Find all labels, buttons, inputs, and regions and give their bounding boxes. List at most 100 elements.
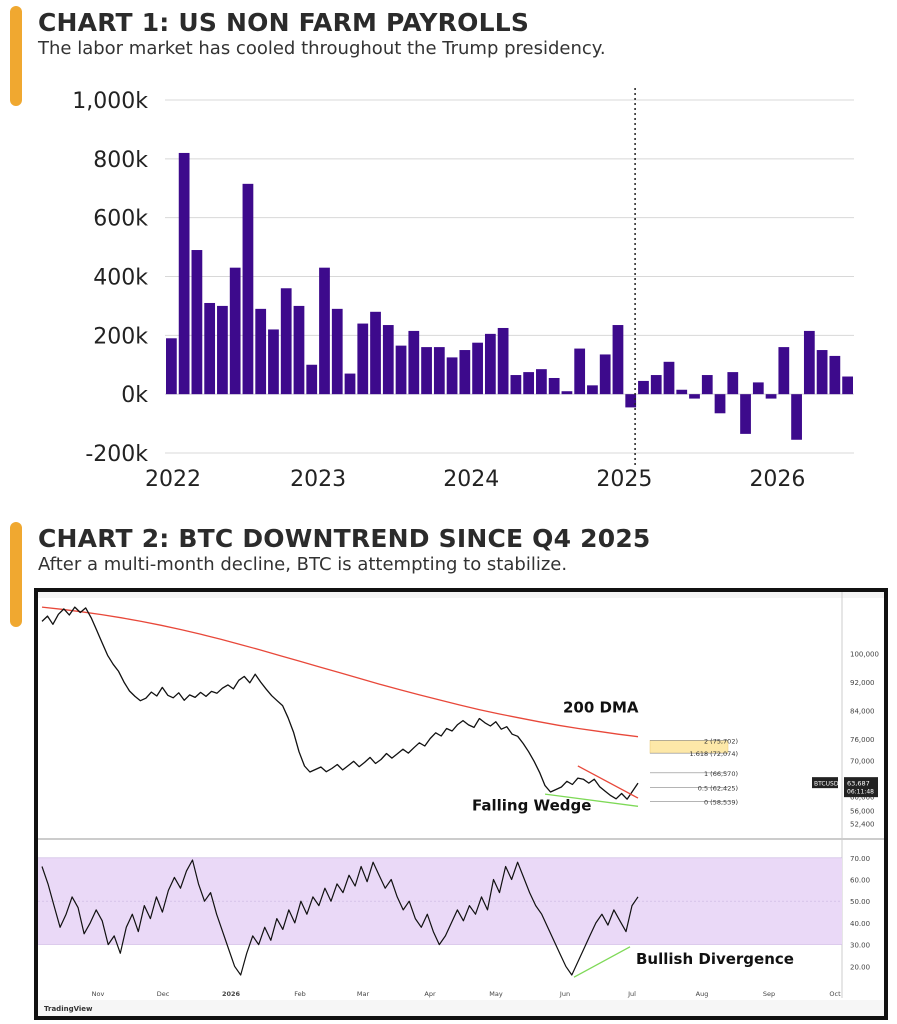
chart1-title: CHART 1: US NON FARM PAYROLLS xyxy=(38,8,530,37)
last-price-label: 63,687 xyxy=(847,780,870,788)
section-accent-bar xyxy=(10,522,22,627)
payroll-bar xyxy=(803,330,815,395)
chart2-title: CHART 2: BTC DOWNTREND SINCE Q4 2025 xyxy=(38,524,651,553)
y-tick-label: 0k xyxy=(121,383,148,408)
price-axis-label: 52,400 xyxy=(850,820,875,828)
divergence-annotation: Bullish Divergence xyxy=(636,950,794,968)
wedge-upper-line xyxy=(577,765,639,799)
countdown-label: 06:11:48 xyxy=(847,789,874,796)
x-tick-label: Sep xyxy=(763,990,775,998)
payroll-bar xyxy=(829,355,841,395)
btc-price-line xyxy=(41,606,639,800)
rsi-axis-label: 40.00 xyxy=(850,920,870,928)
x-tick-label: 2023 xyxy=(290,467,346,492)
y-tick-label: 1,000k xyxy=(72,89,148,114)
x-tick-label: 2022 xyxy=(145,467,201,492)
dma-annotation: 200 DMA xyxy=(563,698,639,716)
ticker-label: BTCUSD xyxy=(814,781,839,788)
rsi-axis-label: 70.00 xyxy=(850,855,870,863)
x-tick-label: Jul xyxy=(627,990,636,998)
chart-background xyxy=(38,592,884,1016)
x-tick-label: May xyxy=(489,990,503,998)
y-tick-label: 400k xyxy=(93,266,148,291)
payroll-bar xyxy=(306,364,318,395)
footer-strip xyxy=(38,1000,884,1016)
payroll-bar xyxy=(421,347,432,395)
x-tick-label: Apr xyxy=(424,990,436,998)
payroll-bar xyxy=(446,357,458,395)
payroll-bar xyxy=(791,394,802,440)
payroll-bar xyxy=(638,380,649,395)
price-axis-label: 56,000 xyxy=(850,808,875,816)
payroll-bar xyxy=(255,308,267,395)
payroll-bar xyxy=(548,377,560,395)
payroll-bar xyxy=(268,329,279,395)
wedge-lower-line xyxy=(544,793,639,807)
payroll-bar xyxy=(472,342,483,395)
x-tick-label: 2026 xyxy=(222,990,241,998)
payroll-bar xyxy=(344,373,356,395)
chart-header-strip xyxy=(38,592,884,598)
payroll-bar xyxy=(587,385,598,395)
payroll-bar xyxy=(497,327,509,395)
tradingview-brand: TradingView xyxy=(44,1005,93,1013)
payroll-bar xyxy=(370,311,381,395)
payroll-bar xyxy=(510,375,522,395)
price-axis-label: 70,000 xyxy=(850,758,875,766)
payroll-bar xyxy=(676,389,688,395)
wedge-annotation: Falling Wedge xyxy=(472,797,591,815)
x-tick-label: Jun xyxy=(559,990,570,998)
payroll-bar xyxy=(714,394,726,414)
payroll-bar xyxy=(778,347,790,395)
dma-200-line xyxy=(41,606,639,738)
chart2-subtitle: After a multi-month decline, BTC is atte… xyxy=(38,554,568,575)
payroll-bar xyxy=(701,375,713,395)
payroll-bar xyxy=(242,183,254,395)
x-tick-label: Oct xyxy=(829,990,841,998)
payroll-bar xyxy=(599,354,611,395)
x-tick-label: Nov xyxy=(92,990,105,998)
payroll-bar xyxy=(459,350,471,395)
fib-level-label: 0 (58,539) xyxy=(704,799,738,807)
rsi-line xyxy=(41,859,639,976)
last-price-badge xyxy=(844,777,878,798)
payroll-bar xyxy=(650,375,662,395)
payroll-bar xyxy=(523,372,535,395)
divergence-line xyxy=(573,946,631,978)
payroll-bar xyxy=(752,382,764,395)
payroll-bar xyxy=(816,350,828,395)
payroll-bar xyxy=(293,305,305,395)
payroll-bar xyxy=(408,330,420,395)
payroll-bar xyxy=(178,152,190,395)
payroll-bar xyxy=(484,333,496,395)
x-tick-label: Aug xyxy=(696,990,709,998)
rsi-axis-label: 60.00 xyxy=(850,877,870,885)
x-tick-label: 2025 xyxy=(596,467,652,492)
rsi-axis-label: 20.00 xyxy=(850,963,870,971)
payroll-bar xyxy=(689,394,700,399)
payroll-bar xyxy=(319,267,330,395)
fib-level-label: 2 (75,702) xyxy=(704,737,738,745)
price-axis-label: 60,000 xyxy=(850,793,875,801)
payroll-bar xyxy=(204,302,216,395)
payroll-bar xyxy=(395,345,407,395)
payroll-bar xyxy=(625,394,637,408)
payroll-bar xyxy=(357,323,369,395)
x-tick-label: 2026 xyxy=(749,467,805,492)
payroll-bar xyxy=(612,325,624,395)
payroll-bar xyxy=(382,325,394,395)
payroll-bar xyxy=(229,267,241,395)
chart1-subtitle: The labor market has cooled throughout t… xyxy=(38,38,606,59)
fib-level-label: 0.5 (62,425) xyxy=(698,785,738,793)
x-tick-label: Mar xyxy=(357,990,370,998)
rsi-axis-label: 50.00 xyxy=(850,898,870,906)
x-tick-label: Dec xyxy=(157,990,170,998)
rsi-axis-label: 30.00 xyxy=(850,942,870,950)
y-tick-label: 600k xyxy=(93,207,148,232)
price-axis-label: 100,000 xyxy=(850,651,879,659)
x-tick-label: Feb xyxy=(294,990,306,998)
payroll-bar xyxy=(536,369,547,395)
price-axis-label: 76,000 xyxy=(850,736,875,744)
payroll-bar xyxy=(331,308,343,395)
